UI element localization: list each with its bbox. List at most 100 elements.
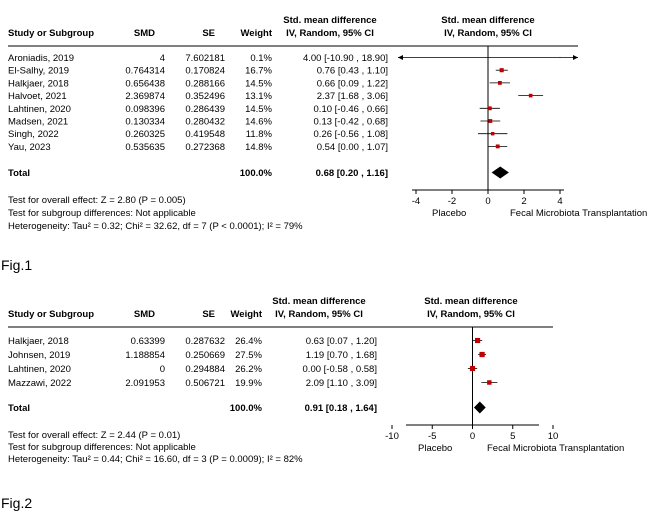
study-smd: 0.63399 bbox=[131, 336, 165, 347]
header-plot-line1: Std. mean difference bbox=[424, 296, 517, 307]
study-row: Johnsen, 2019 1.188854 0.250669 27.5% 1.19 [… bbox=[8, 350, 487, 361]
study-smd: 0.656438 bbox=[125, 78, 165, 89]
study-name: Mazzawi, 2022 bbox=[8, 378, 71, 389]
study-name: Halkjaer, 2018 bbox=[8, 78, 69, 89]
footnote: Heterogeneity: Tau² = 0.32; Chi² = 32.62… bbox=[8, 221, 303, 232]
study-se: 0.419548 bbox=[185, 129, 225, 140]
study-name: Singh, 2022 bbox=[8, 129, 59, 140]
study-smd: 2.091953 bbox=[125, 378, 165, 389]
study-name: Madsen, 2021 bbox=[8, 117, 68, 128]
study-row: Yau, 2023 0.535635 0.272368 14.8% 0.54 [0.00… bbox=[8, 142, 508, 153]
study-se: 7.602181 bbox=[185, 53, 225, 64]
study-name: Aroniadis, 2019 bbox=[8, 53, 74, 64]
footnote: Test for subgroup differences: Not appli… bbox=[8, 208, 196, 219]
point-estimate bbox=[528, 93, 533, 98]
study-ci: 2.37 [1.68 , 3.06] bbox=[317, 91, 388, 102]
study-smd: 1.188854 bbox=[125, 350, 165, 361]
study-name: El-Salhy, 2019 bbox=[8, 66, 69, 77]
forest-plot-2: Study or Subgroup SMD SE Weight Std. mean di… bbox=[1, 296, 624, 511]
study-row: Aroniadis, 2019 4 7.602181 0.1% 4.00 [-10.90… bbox=[8, 53, 578, 64]
x-axis: -10 -5 0 5 10 Placebo Fecal Microbiota Transpl… bbox=[385, 424, 624, 454]
header-ci-line1: Std. mean difference bbox=[272, 296, 365, 307]
header-ci-line2: IV, Random, 95% CI bbox=[275, 309, 363, 320]
study-name: Halvoet, 2021 bbox=[8, 91, 67, 102]
total-row: Total 100.0% 0.68 [0.20 , 1.16] bbox=[8, 166, 509, 179]
favours-left-label: Placebo bbox=[432, 208, 466, 219]
study-weight: 27.5% bbox=[235, 350, 262, 361]
study-ci: 0.13 [-0.42 , 0.68] bbox=[314, 117, 388, 128]
study-row: Halkjaer, 2018 0.63399 0.287632 26.4% 0.63 [… bbox=[8, 336, 483, 347]
study-smd: 0.764314 bbox=[125, 66, 165, 77]
x-tick-label: 2 bbox=[521, 196, 526, 207]
study-weight: 16.7% bbox=[245, 66, 272, 77]
header-se: SE bbox=[202, 28, 215, 39]
summary-diamond bbox=[491, 166, 509, 179]
study-ci: 0.10 [-0.46 , 0.66] bbox=[314, 104, 388, 115]
point-estimate bbox=[487, 380, 492, 385]
study-weight: 14.6% bbox=[245, 117, 272, 128]
point-estimate bbox=[499, 68, 504, 73]
study-ci: 0.76 [0.43 , 1.10] bbox=[317, 66, 388, 77]
x-tick-label: -2 bbox=[448, 196, 456, 207]
header-plot-line1: Std. mean difference bbox=[441, 15, 534, 26]
study-row: Mazzawi, 2022 2.091953 0.506721 19.9% 2.09 [… bbox=[8, 378, 498, 389]
favours-right-label: Fecal Microbiota Transplantation bbox=[487, 443, 624, 454]
x-tick-label: -5 bbox=[428, 431, 436, 442]
header-smd: SMD bbox=[134, 309, 155, 320]
point-estimate bbox=[490, 131, 495, 136]
favours-left-label: Placebo bbox=[418, 443, 452, 454]
study-ci: 1.19 [0.70 , 1.68] bbox=[306, 350, 377, 361]
total-ci: 0.68 [0.20 , 1.16] bbox=[316, 168, 388, 179]
x-tick-label: 4 bbox=[557, 196, 562, 207]
header-plot-line2: IV, Random, 95% CI bbox=[444, 28, 532, 39]
study-row: Halkjaer, 2018 0.656438 0.288166 14.5% 0.66 … bbox=[8, 78, 510, 89]
header-plot-line2: IV, Random, 95% CI bbox=[427, 309, 515, 320]
point-estimate bbox=[488, 119, 493, 123]
point-estimate bbox=[487, 106, 492, 111]
study-smd: 4 bbox=[160, 53, 165, 64]
favours-right-label: Fecal Microbiota Transplantation bbox=[510, 208, 647, 219]
ci-arrow-right bbox=[573, 55, 578, 60]
study-row: Lahtinen, 2020 0.098396 0.286439 14.5% 0.10 … bbox=[8, 104, 500, 115]
x-tick-label: -10 bbox=[385, 431, 399, 442]
study-se: 0.286439 bbox=[185, 104, 225, 115]
study-se: 0.287632 bbox=[185, 336, 225, 347]
study-row: Madsen, 2021 0.130334 0.280432 14.6% 0.13 [-… bbox=[8, 117, 501, 128]
study-name: Halkjaer, 2018 bbox=[8, 336, 69, 347]
x-tick-label: 5 bbox=[510, 431, 515, 442]
forest-plot-1: Study or Subgroup SMD SE Weight Std. mean di… bbox=[1, 15, 647, 273]
study-weight: 26.4% bbox=[235, 336, 262, 347]
header-smd: SMD bbox=[134, 28, 155, 39]
study-se: 0.280432 bbox=[185, 117, 225, 128]
study-smd: 0.535635 bbox=[125, 142, 165, 153]
ci-arrow-left bbox=[398, 55, 403, 60]
study-weight: 26.2% bbox=[235, 364, 262, 375]
point-estimate bbox=[469, 365, 476, 372]
footnote: Test for overall effect: Z = 2.80 (P = 0… bbox=[8, 195, 186, 206]
x-tick-label: -4 bbox=[412, 196, 420, 207]
point-estimate bbox=[475, 337, 481, 344]
header-ci-line1: Std. mean difference bbox=[283, 15, 376, 26]
study-se: 0.288166 bbox=[185, 78, 225, 89]
footnote: Test for subgroup differences: Not appli… bbox=[8, 442, 196, 453]
study-ci: 4.00 [-10.90 , 18.90] bbox=[303, 53, 388, 64]
study-ci: 0.66 [0.09 , 1.22] bbox=[317, 78, 388, 89]
study-ci: 0.54 [0.00 , 1.07] bbox=[317, 142, 388, 153]
total-weight: 100.0% bbox=[230, 403, 263, 414]
study-se: 0.170824 bbox=[185, 66, 225, 77]
study-name: Lahtinen, 2020 bbox=[8, 104, 71, 115]
study-weight: 14.8% bbox=[245, 142, 272, 153]
header-study: Study or Subgroup bbox=[8, 28, 94, 39]
study-weight: 14.5% bbox=[245, 104, 272, 115]
point-estimate bbox=[495, 144, 500, 149]
study-se: 0.294884 bbox=[185, 364, 225, 375]
study-smd: 0 bbox=[160, 364, 165, 375]
total-label: Total bbox=[8, 168, 30, 179]
figure-caption: Fig.1 bbox=[1, 257, 32, 273]
study-smd: 0.260325 bbox=[125, 129, 165, 140]
study-se: 0.352496 bbox=[185, 91, 225, 102]
header-se: SE bbox=[202, 309, 215, 320]
study-row: Lahtinen, 2020 0 0.294884 26.2% 0.00 [-0.58 … bbox=[8, 364, 478, 375]
x-axis: -4 -2 0 2 4 Placebo Fecal Microbiota Transplan… bbox=[412, 189, 647, 219]
